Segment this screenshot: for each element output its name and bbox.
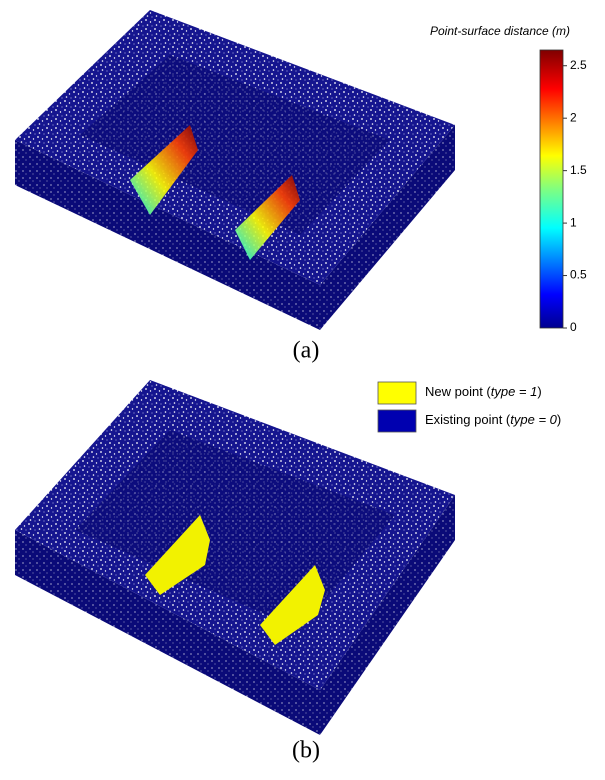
legend-text: Existing point ( [425, 412, 511, 427]
legend-text: ) [537, 384, 541, 399]
legend-label: New point (type = 1) [425, 384, 542, 399]
legend-text: type = 1 [491, 384, 538, 399]
legend-text: type = 0 [510, 412, 557, 427]
tick-label: 1.5 [570, 163, 587, 177]
legend-text: New point ( [425, 384, 491, 399]
legend-text: ) [557, 412, 561, 427]
legend-swatch [378, 410, 416, 432]
colorbar-title: Point-surface distance (m) [430, 24, 570, 38]
caption: (b) [292, 738, 320, 764]
colorbar [540, 50, 563, 328]
caption: (a) [293, 338, 320, 364]
point-cloud-b [15, 380, 455, 735]
tick-label: 0 [570, 320, 577, 334]
point-cloud-a [15, 10, 455, 330]
figure: (a) Point-surface distance (m) (b) New p… [0, 0, 605, 775]
tick-label: 2.5 [570, 58, 587, 72]
tick-label: 0.5 [570, 268, 587, 282]
legend-swatch [378, 382, 416, 404]
tick-label: 2 [570, 110, 577, 124]
legend: New point (type = 1)Existing point (type… [378, 382, 561, 432]
legend-label: Existing point (type = 0) [425, 412, 561, 427]
tick-label: 1 [570, 215, 577, 229]
